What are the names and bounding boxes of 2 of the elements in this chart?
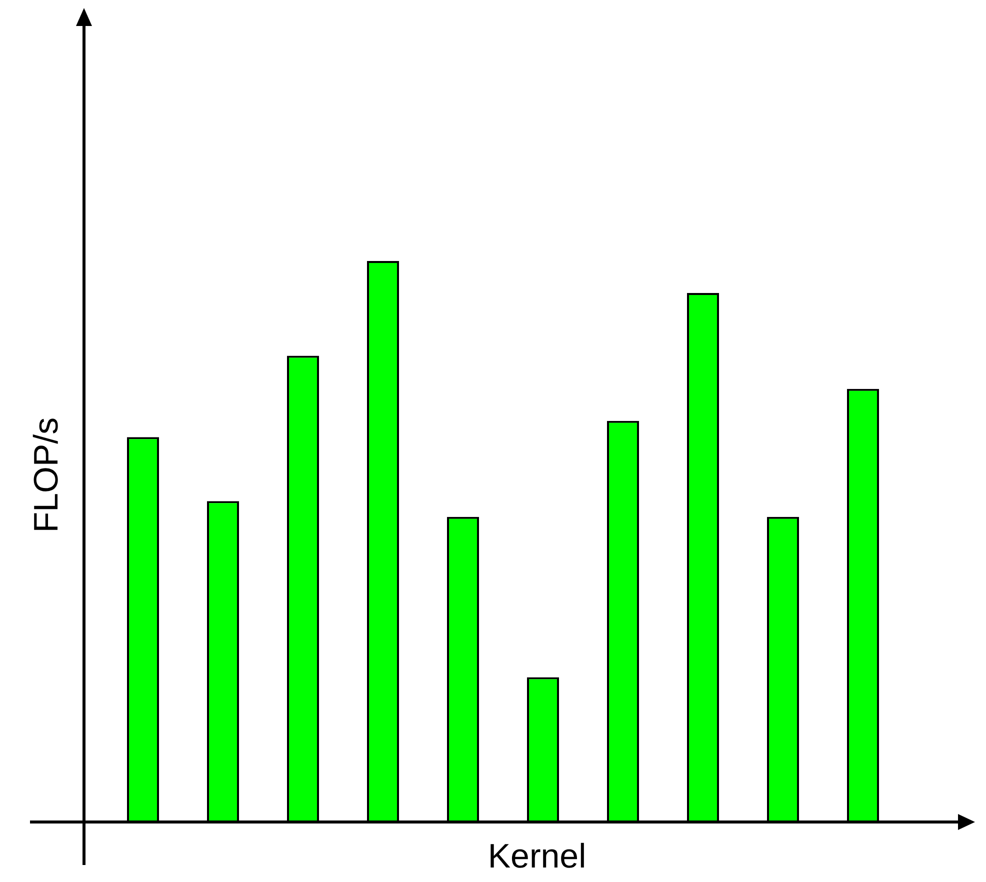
x-axis-title: Kernel [488,837,586,876]
y-axis-title: FLOP/s [27,417,66,533]
